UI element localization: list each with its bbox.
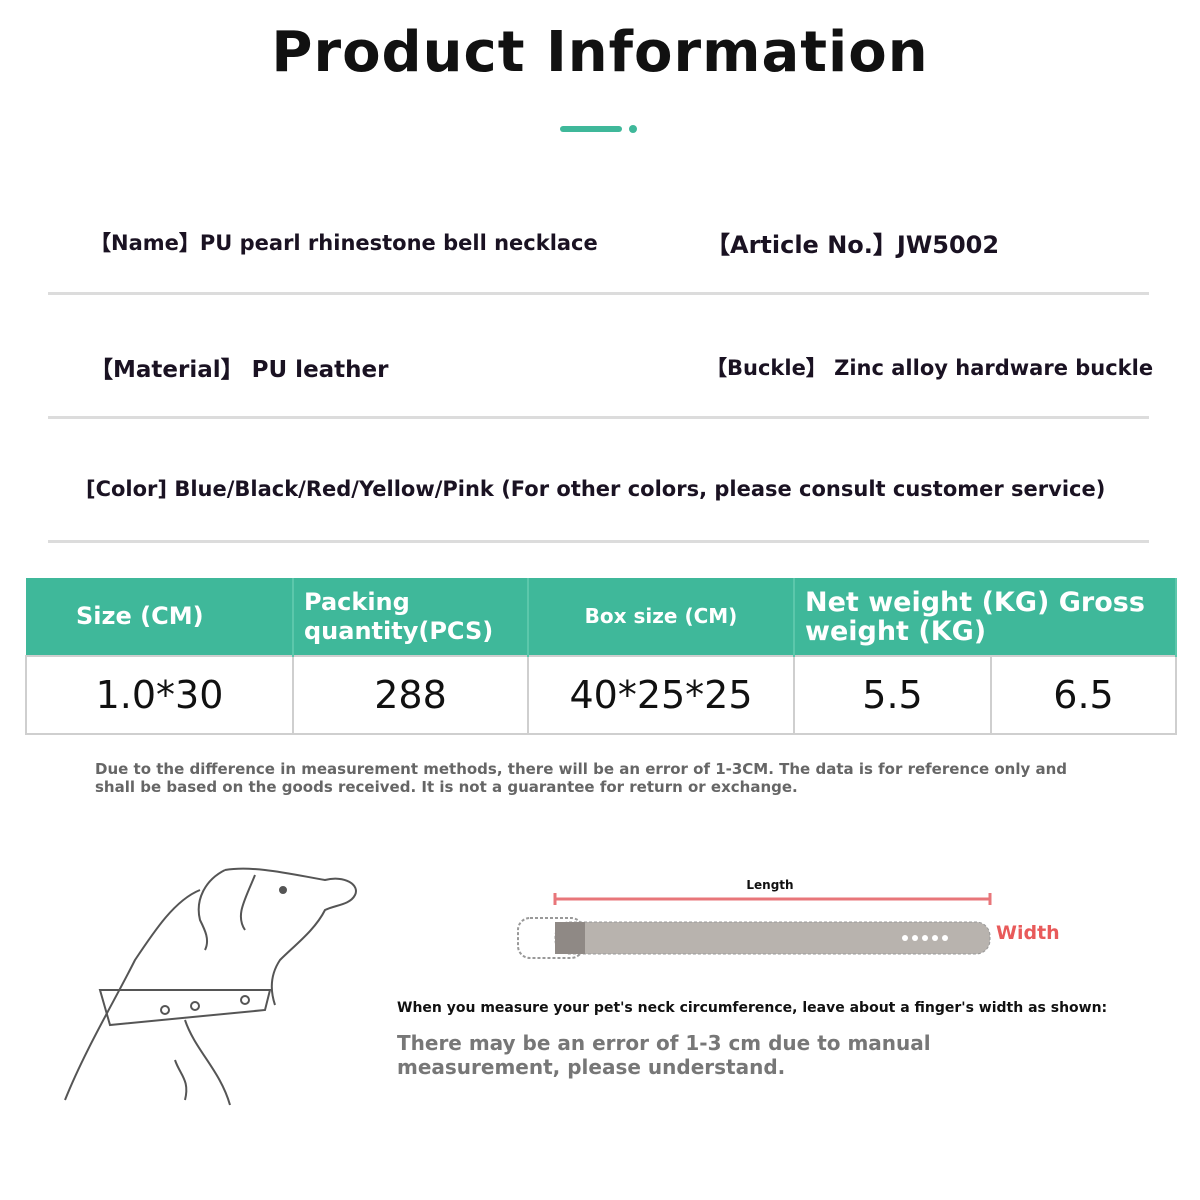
article-number: 【Article No.】JW5002 bbox=[706, 231, 1000, 259]
title-divider-decoration bbox=[560, 125, 637, 133]
header-box-size: Box size (CM) bbox=[528, 578, 795, 656]
cell-box-size: 40*25*25 bbox=[527, 655, 795, 735]
header-size: Size (CM) bbox=[26, 578, 294, 656]
cell-gross-weight: 6.5 bbox=[989, 655, 1178, 735]
divider bbox=[48, 540, 1149, 543]
length-label: Length bbox=[746, 878, 794, 892]
cell-size: 1.0*30 bbox=[25, 655, 294, 735]
header-weight: Net weight (KG) Gross weight (KG) bbox=[794, 578, 1178, 656]
page-title: Product Information bbox=[271, 20, 929, 85]
error-note: There may be an error of 1-3 cm due to m… bbox=[397, 1031, 931, 1079]
table-header-row: Size (CM) Packing quantity(PCS) Box size… bbox=[26, 578, 1178, 656]
buckle: 【Buckle】 Zinc alloy hardware buckle bbox=[706, 356, 1154, 380]
table-row: 1.0*30 288 40*25*25 5.5 6.5 bbox=[25, 655, 1178, 735]
header-packing: Packing quantity(PCS) bbox=[293, 578, 529, 656]
disclaimer: Due to the difference in measurement met… bbox=[95, 760, 1068, 796]
measure-tip: When you measure your pet's neck circumf… bbox=[397, 1000, 1108, 1016]
material: 【Material】 PU leather bbox=[90, 357, 389, 383]
color-options: [Color] Blue/Black/Red/Yellow/Pink (For … bbox=[86, 477, 1106, 501]
divider bbox=[48, 416, 1149, 419]
divider bbox=[48, 292, 1149, 295]
spec-table: Size (CM) Packing quantity(PCS) Box size… bbox=[25, 578, 1178, 735]
length-arrow bbox=[553, 893, 992, 905]
dog-illustration bbox=[64, 867, 357, 1106]
product-name: 【Name】PU pearl rhinestone bell necklace bbox=[90, 231, 598, 255]
width-label: Width bbox=[996, 922, 1060, 944]
collar-diagram bbox=[517, 893, 992, 959]
cell-net-weight: 5.5 bbox=[793, 655, 992, 735]
cell-packing: 288 bbox=[292, 655, 529, 735]
